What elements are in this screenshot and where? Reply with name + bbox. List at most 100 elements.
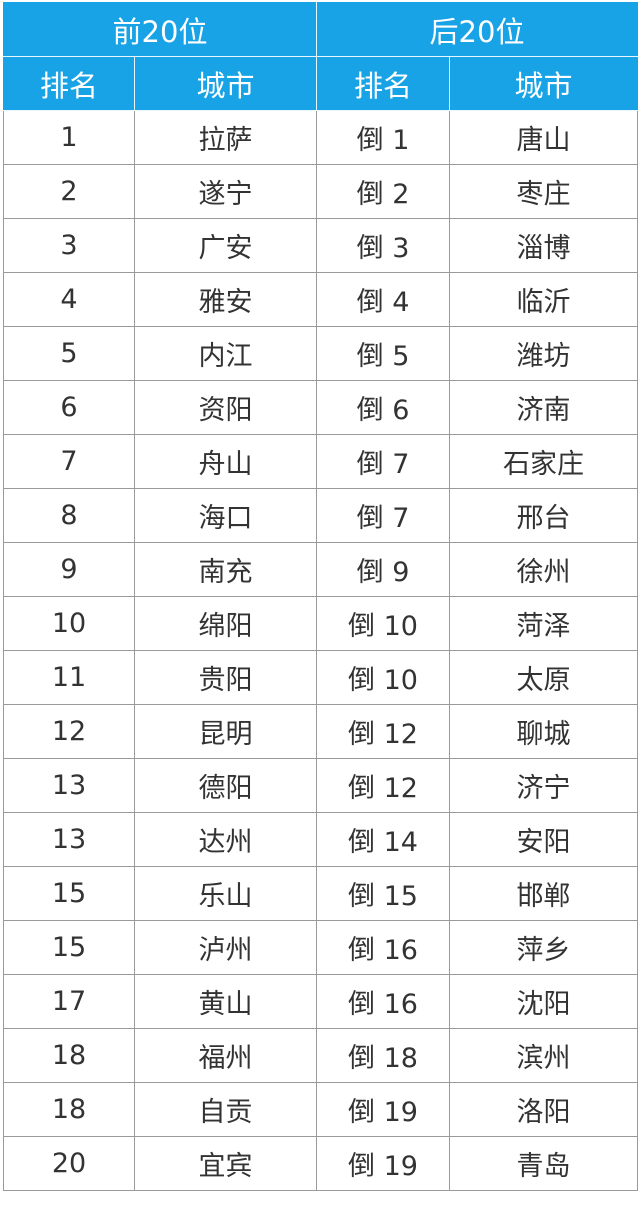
table-cell: 滨州 [449,1028,638,1083]
table-row: 13 德阳倒 12 济宁 [3,758,638,813]
table-cell: 17 [3,974,135,1029]
table-cell: 倒 18 [316,1028,450,1083]
table-cell: 20 [3,1136,135,1191]
table-row: 15 乐山倒 15 邯郸 [3,866,638,921]
table-cell: 12 [3,704,135,759]
table-row: 10 绵阳倒 10 菏泽 [3,596,638,651]
table-cell: 13 [3,812,135,867]
table-cell: 倒 14 [316,812,450,867]
table-cell: 倒 19 [316,1082,450,1137]
table-row: 18 福州倒 18 滨州 [3,1028,638,1083]
table-cell: 倒 2 [316,164,450,219]
table-cell: 2 [3,164,135,219]
table-cell: 德阳 [134,758,317,813]
table-cell: 倒 10 [316,596,450,651]
table-cell: 3 [3,218,135,273]
table-cell: 福州 [134,1028,317,1083]
table-cell: 绵阳 [134,596,317,651]
table-cell: 广安 [134,218,317,273]
table-cell: 倒 16 [316,974,450,1029]
table-cell: 倒 7 [316,434,450,489]
table-body: 前20位 后20位 排名 城市 排名 城市 1 拉萨倒 1 唐山 2 遂宁倒 2 枣庄 3 广安倒 3 淄博… [3,2,638,1191]
table-cell: 倒 3 [316,218,450,273]
table-cell: 11 [3,650,135,705]
table-cell: 内江 [134,326,317,381]
table-cell: 遂宁 [134,164,317,219]
table-cell: 沈阳 [449,974,638,1029]
table-cell: 雅安 [134,272,317,327]
table-row: 3 广安倒 3 淄博 [3,218,638,273]
table-row: 18 自贡倒 19 洛阳 [3,1082,638,1137]
table-cell: 太原 [449,650,638,705]
table-row: 7 舟山倒 7 石家庄 [3,434,638,489]
column-header: 排名 [316,56,450,111]
table-cell: 18 [3,1082,135,1137]
table-cell: 济南 [449,380,638,435]
table-cell: 资阳 [134,380,317,435]
table-cell: 1 [3,110,135,165]
table-cell: 唐山 [449,110,638,165]
table-cell: 15 [3,920,135,975]
table-row: 17 黄山倒 16 沈阳 [3,974,638,1029]
table-cell: 枣庄 [449,164,638,219]
table-cell: 萍乡 [449,920,638,975]
table-cell: 达州 [134,812,317,867]
table-row: 4 雅安倒 4 临沂 [3,272,638,327]
table-cell: 自贡 [134,1082,317,1137]
group-header-row: 前20位 后20位 [3,2,638,57]
table-cell: 倒 1 [316,110,450,165]
table-cell: 倒 9 [316,542,450,597]
table-cell: 宜宾 [134,1136,317,1191]
table-row: 12 昆明倒 12 聊城 [3,704,638,759]
table-cell: 8 [3,488,135,543]
table-cell: 倒 7 [316,488,450,543]
table-cell: 倒 15 [316,866,450,921]
group-header: 后20位 [316,2,638,57]
table-cell: 倒 12 [316,704,450,759]
table-cell: 13 [3,758,135,813]
table-cell: 安阳 [449,812,638,867]
table-cell: 聊城 [449,704,638,759]
column-header: 城市 [134,56,317,111]
table-cell: 潍坊 [449,326,638,381]
table-cell: 18 [3,1028,135,1083]
table-cell: 泸州 [134,920,317,975]
table-cell: 5 [3,326,135,381]
table-row: 13 达州倒 14 安阳 [3,812,638,867]
table-cell: 洛阳 [449,1082,638,1137]
table-cell: 徐州 [449,542,638,597]
table-cell: 黄山 [134,974,317,1029]
table-cell: 南充 [134,542,317,597]
table-row: 2 遂宁倒 2 枣庄 [3,164,638,219]
table-row: 5 内江倒 5 潍坊 [3,326,638,381]
table-cell: 4 [3,272,135,327]
table-cell: 15 [3,866,135,921]
table-cell: 倒 19 [316,1136,450,1191]
column-header: 排名 [3,56,135,111]
table-row: 1 拉萨倒 1 唐山 [3,110,638,165]
table-cell: 淄博 [449,218,638,273]
table-cell: 10 [3,596,135,651]
table-row: 9 南充倒 9 徐州 [3,542,638,597]
table-cell: 济宁 [449,758,638,813]
table-cell: 拉萨 [134,110,317,165]
column-header-row: 排名 城市 排名 城市 [3,56,638,111]
ranking-table: 前20位 后20位 排名 城市 排名 城市 1 拉萨倒 1 唐山 2 遂宁倒 2 枣庄 3 广安倒 3 淄博… [3,2,638,1191]
table-cell: 倒 5 [316,326,450,381]
group-header: 前20位 [3,2,317,57]
table-cell: 邢台 [449,488,638,543]
table-cell: 6 [3,380,135,435]
table-cell: 贵阳 [134,650,317,705]
table-cell: 倒 6 [316,380,450,435]
table-cell: 海口 [134,488,317,543]
table-cell: 乐山 [134,866,317,921]
table-cell: 石家庄 [449,434,638,489]
table-row: 8 海口倒 7 邢台 [3,488,638,543]
table-cell: 倒 10 [316,650,450,705]
table-cell: 昆明 [134,704,317,759]
table-cell: 青岛 [449,1136,638,1191]
table-row: 11 贵阳倒 10 太原 [3,650,638,705]
table-cell: 9 [3,542,135,597]
table-cell: 邯郸 [449,866,638,921]
